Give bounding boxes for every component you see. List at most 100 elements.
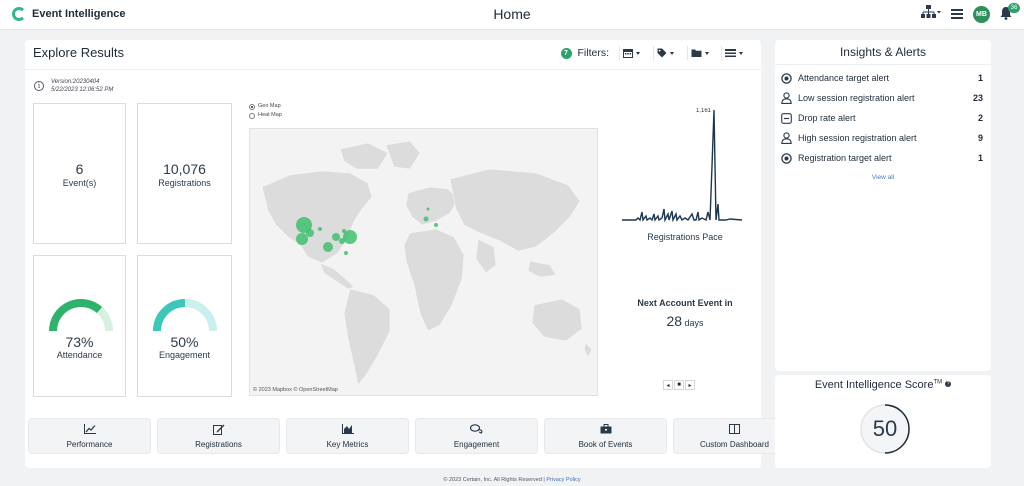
nav-engagement-label: Engagement [453, 440, 500, 449]
chevron-down-icon [705, 51, 709, 55]
pager-prev-button[interactable]: ◂ [663, 380, 673, 390]
filters-bar: 7 Filters: [560, 46, 750, 60]
events-tile[interactable]: 6 Event(s) [33, 103, 126, 244]
comments-icon [470, 424, 483, 434]
alert-count: 2 [977, 113, 983, 123]
divider [775, 64, 991, 65]
brand[interactable]: Event Intelligence [12, 7, 126, 21]
insights-title: Insights & Alerts [839, 45, 927, 59]
attendance-tile[interactable]: 73% Attendance [33, 255, 126, 397]
nav-book-of-events-button[interactable]: Book of Events [544, 418, 667, 454]
next-event-days: 28 days [610, 313, 760, 329]
pace-label: Registrations Pace [647, 232, 723, 242]
heat-map-option[interactable]: Heat Map [249, 111, 282, 120]
calendar-filter-button[interactable] [619, 46, 647, 60]
notification-badge: 36 [1008, 3, 1020, 13]
filters-label: Filters: [577, 47, 610, 59]
map-bubble[interactable] [339, 238, 345, 244]
alert-count: 1 [977, 73, 983, 83]
edit-icon [212, 424, 224, 435]
version-info: Version:20230404 5/22/2023 12:06:52 PM [51, 78, 113, 94]
nav-registrations-button[interactable]: Registrations [157, 418, 280, 454]
info-icon[interactable]: i [34, 81, 44, 91]
tag-filter-button[interactable] [653, 46, 681, 60]
sitemap-icon[interactable] [921, 5, 941, 23]
nav-registrations-label: Registrations [195, 440, 242, 449]
avatar[interactable]: MB [973, 5, 990, 23]
chart-line-icon [83, 424, 96, 434]
nav-performance-button[interactable]: Performance [28, 418, 151, 454]
nav-engagement-button[interactable]: Engagement [415, 418, 538, 454]
folder-icon [691, 49, 702, 57]
next-event-days-unit: days [684, 318, 704, 328]
registrations-tile[interactable]: 10,076 Registrations [137, 103, 232, 244]
map-bubble[interactable] [306, 229, 314, 237]
divider [25, 69, 761, 70]
target-icon [780, 72, 792, 84]
version-label: Version:20230404 [51, 79, 100, 85]
help-icon[interactable]: ? [945, 381, 952, 387]
alert-item-attendance-target[interactable]: Attendance target alert 1 [780, 68, 983, 88]
nav-book-of-events-label: Book of Events [578, 440, 633, 449]
carousel-pager: ◂ ■ ▸ [663, 380, 695, 390]
pace-peak-label: 1,161 [696, 108, 712, 114]
attendance-label: Attendance [56, 350, 103, 360]
menu-icon[interactable] [951, 9, 963, 19]
map-bubble[interactable] [323, 242, 333, 252]
alert-label: Drop rate alert [798, 113, 856, 123]
alert-label: Low session registration alert [798, 93, 915, 103]
list-filter-button[interactable] [721, 46, 749, 60]
explore-title: Explore Results [33, 45, 125, 60]
privacy-policy-link[interactable]: Privacy Policy [546, 477, 581, 483]
minus-square-icon [780, 112, 792, 124]
nav-key-metrics-button[interactable]: Key Metrics [286, 418, 409, 454]
radio-unselected[interactable] [249, 112, 255, 119]
alert-label: Attendance target alert [798, 73, 890, 83]
geo-map-option[interactable]: Geo Map [249, 102, 282, 111]
map-bubble[interactable] [423, 216, 429, 222]
columns-icon [729, 424, 740, 434]
top-right-actions: MB 36 [921, 3, 1020, 23]
registrations-pace-chart: 1,161 [622, 108, 743, 223]
score-ring [860, 404, 910, 454]
alert-item-drop-rate[interactable]: Drop rate alert 2 [780, 108, 983, 128]
engagement-label: Engagement [158, 350, 211, 360]
engagement-tile[interactable]: 50% Engagement [137, 255, 232, 397]
map-bubble[interactable] [434, 223, 438, 227]
map-bubble[interactable] [332, 233, 340, 241]
map-bubble[interactable] [342, 229, 346, 233]
gauge-fill [49, 299, 103, 332]
bell-icon[interactable]: 36 [1000, 3, 1020, 22]
score-title: Event Intelligence ScoreTM ? [775, 379, 991, 391]
map-bubble[interactable] [296, 217, 312, 233]
map-bubble[interactable] [296, 233, 308, 245]
view-all-link[interactable]: View all [871, 174, 895, 181]
map-bubble[interactable] [426, 207, 430, 211]
nav-performance-label: Performance [66, 440, 113, 449]
alert-item-high-session-registration[interactable]: High session registration alert 9 [780, 128, 983, 148]
chevron-down-icon [636, 51, 640, 55]
alert-item-registration-target[interactable]: Registration target alert 1 [780, 148, 983, 168]
explore-results-panel: Explore Results 7 Filters: i Version:202… [25, 40, 796, 468]
alert-count: 23 [972, 93, 983, 103]
pager-next-button[interactable]: ▸ [685, 380, 695, 390]
nav-custom-dashboard-label: Custom Dashboard [700, 440, 769, 449]
list-icon [725, 49, 736, 57]
folder-filter-button[interactable] [687, 46, 715, 60]
geo-map[interactable]: © 2023 Mapbox © OpenStreetMap [249, 128, 598, 396]
alert-item-low-session-registration[interactable]: Low session registration alert 23 [780, 88, 983, 108]
score-title-text: Event Intelligence Score [814, 379, 934, 391]
map-bubble[interactable] [344, 251, 348, 255]
footer: © 2023 Certain, Inc. All Rights Reserved… [0, 477, 1024, 483]
radio-selected[interactable] [249, 103, 255, 110]
geo-map-label: Geo Map [258, 103, 281, 109]
map-bubble[interactable] [343, 230, 357, 244]
copyright-text: © 2023 Certain, Inc. All Rights Reserved… [443, 477, 547, 483]
map-bubble[interactable] [318, 227, 322, 231]
engagement-value: 50% [170, 334, 199, 350]
brand-logo-icon [12, 7, 26, 21]
user-icon [780, 132, 792, 144]
pager-stop-button[interactable]: ■ [674, 380, 684, 390]
map-type-toggle: Geo Map Heat Map [249, 102, 282, 120]
alert-label: Registration target alert [798, 153, 892, 163]
